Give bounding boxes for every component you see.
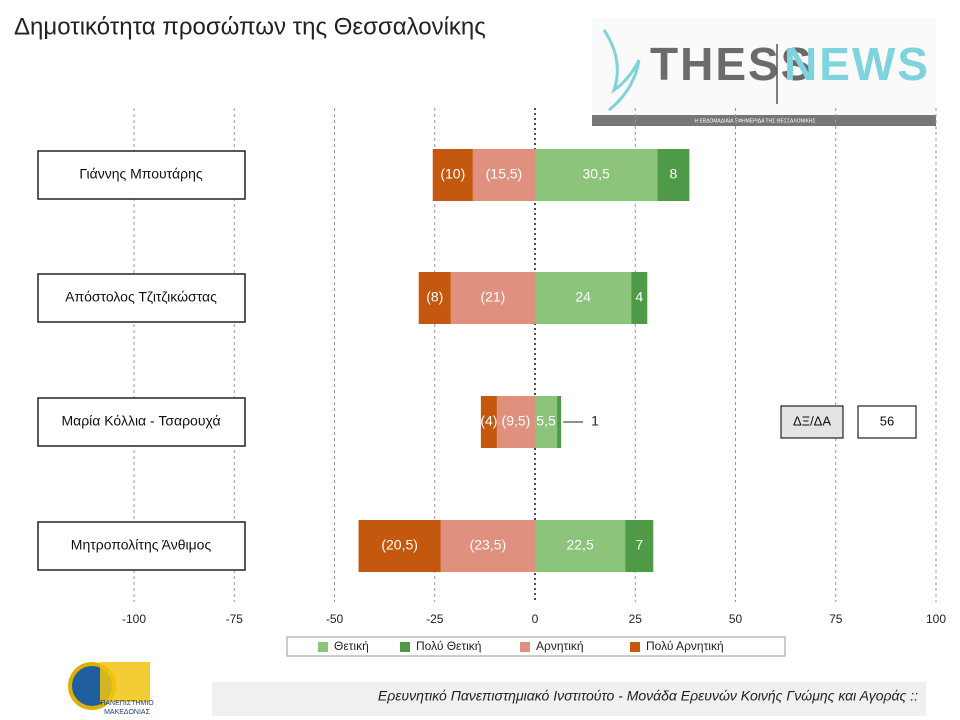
legend-swatch — [400, 642, 410, 652]
x-tick-label: 0 — [532, 612, 539, 626]
category-label: Μητροπολίτης Άνθιμος — [71, 537, 212, 553]
bar-segment — [480, 396, 497, 448]
bar-segment — [557, 396, 562, 448]
logo-band — [592, 115, 936, 126]
data-label: 8 — [669, 166, 677, 182]
bar-segment — [496, 396, 535, 448]
bar-segment — [535, 520, 626, 572]
bar-segment — [450, 272, 535, 324]
data-label: 24 — [575, 289, 591, 305]
bar-segment — [432, 149, 473, 201]
logo-box — [592, 18, 936, 126]
footer-text: Ερευνητικό Πανεπιστημιακό Ινστιτούτο - Μ… — [378, 688, 918, 704]
x-tick-label: 75 — [829, 612, 843, 626]
category-box — [37, 150, 246, 200]
x-tick-label: -25 — [426, 612, 444, 626]
category-box — [37, 521, 246, 571]
annotation-label: ΔΞ/ΔΑ — [793, 413, 831, 428]
bar-segment — [440, 520, 535, 572]
legend-swatch — [520, 642, 530, 652]
bar-segment — [625, 520, 654, 572]
annotation-label-box — [780, 405, 844, 439]
legend-box — [286, 636, 786, 657]
data-label: 30,5 — [583, 166, 610, 182]
x-tick-label: -50 — [326, 612, 344, 626]
category-label: Απόστολος Τζιτζικώστας — [65, 289, 217, 305]
data-label: (10) — [440, 166, 465, 182]
data-label: 7 — [635, 537, 643, 553]
logo-left: THESS — [650, 38, 813, 90]
legend-label: Πολύ Αρνητική — [646, 639, 724, 653]
bar-segment — [657, 149, 690, 201]
bar-segment — [535, 149, 658, 201]
legend-swatch — [630, 642, 640, 652]
bar-segment — [472, 149, 535, 201]
data-label: 4 — [635, 289, 643, 305]
data-label: (8) — [426, 289, 443, 305]
annotation-value-box — [857, 405, 917, 439]
category-label: Μαρία Κόλλια - Τσαρουχά — [61, 413, 220, 429]
data-label: (15,5) — [486, 166, 523, 182]
category-box — [37, 273, 246, 323]
annotation-value: 56 — [880, 413, 894, 428]
legend-label: Πολύ Θετική — [416, 639, 481, 653]
logo-tagline: Η ΕΒΔΟΜΑΔΙΑΙΑ ΕΦΗΜΕΡΙΔΑ ΤΗΣ ΘΕΣΣΑΛΟΝΙΚΗΣ — [694, 118, 815, 124]
data-label: 5,5 — [536, 413, 556, 429]
legend-label: Θετική — [334, 639, 369, 653]
legend-label: Αρνητική — [536, 639, 584, 653]
chart-title: Δημοτικότητα προσώπων της Θεσσαλονίκης — [14, 13, 486, 40]
bar-segment — [358, 520, 441, 572]
data-label: (23,5) — [470, 537, 507, 553]
footer-band — [212, 682, 926, 716]
university-emblem-back — [100, 662, 150, 702]
bar-segment — [535, 396, 558, 448]
x-tick-label: 25 — [629, 612, 643, 626]
x-tick-label: -100 — [122, 612, 146, 626]
data-label: 1 — [591, 413, 599, 429]
data-label: (9,5) — [502, 413, 531, 429]
bar-segment — [631, 272, 648, 324]
legend-swatch — [318, 642, 328, 652]
bar-segment — [535, 272, 632, 324]
x-tick-label: 50 — [729, 612, 743, 626]
university-line2: ΜΑΚΕΔΟΝΙΑΣ — [104, 709, 150, 716]
logo-right: NEWS — [784, 38, 930, 90]
x-tick-label: -75 — [226, 612, 244, 626]
data-label: 22,5 — [566, 537, 593, 553]
category-box — [37, 397, 246, 447]
data-label: (4) — [480, 413, 497, 429]
data-label: (21) — [480, 289, 505, 305]
university-line1: ΠΑΝΕΠΙΣΤΗΜΙΟ — [100, 700, 154, 707]
data-label: (20,5) — [381, 537, 418, 553]
logo-icon — [602, 29, 641, 112]
bar-segment — [418, 272, 451, 324]
category-label: Γιάννης Μπουτάρης — [79, 166, 202, 182]
x-tick-label: 100 — [926, 612, 946, 626]
